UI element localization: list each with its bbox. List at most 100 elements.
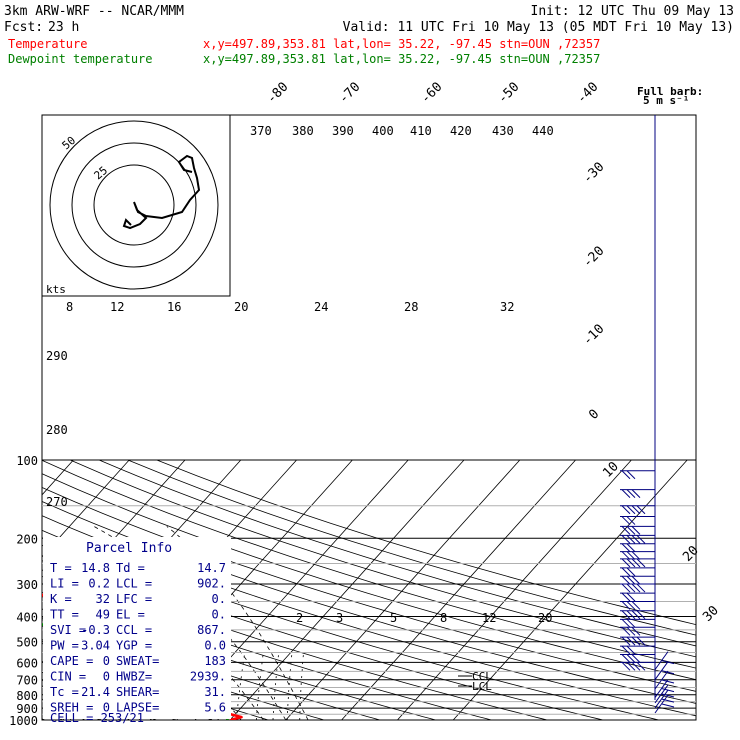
isotherm-line [285, 459, 521, 720]
wind-barb [620, 661, 655, 671]
wind-barb [620, 626, 655, 636]
parcel-info-cell: LFC = [116, 592, 152, 606]
parcel-info-cell: 32 [96, 592, 110, 606]
wind-barb [654, 694, 675, 714]
pressure-tick-label: 200 [16, 532, 38, 546]
wind-barb [620, 470, 655, 480]
parcel-info-cell: LAPSE= [116, 701, 159, 715]
mixing-ratio-label: 16 [167, 300, 181, 314]
mixing-ratio-label: 3 [336, 611, 343, 625]
parcel-info-cell: LCL = [116, 577, 152, 591]
theta-e-label: 430 [492, 124, 514, 138]
dewpoint-legend: Dewpoint temperature [8, 52, 153, 66]
theta-e-label: 390 [332, 124, 354, 138]
parcel-info-cell: 14.7 [197, 561, 226, 575]
wind-barb [620, 516, 655, 525]
parcel-info-cell: YGP = [116, 639, 152, 653]
parcel-info-cell: 49 [96, 608, 110, 622]
hodograph-trace [122, 154, 201, 230]
wind-barb [620, 489, 655, 498]
parcel-info-cell: 0.2 [88, 577, 110, 591]
pressure-tick-label: 600 [16, 656, 38, 670]
wind-barb [620, 551, 655, 560]
wind-barb [620, 654, 655, 663]
hodograph-units: kts [46, 283, 66, 296]
annotation-label: CCL [472, 670, 492, 683]
parcel-info-cell: 0 [103, 701, 110, 715]
parcel-info-box: Parcel Info T = 14.8 Td = 14.7 LI = 0.2 LCL = 9… [43, 537, 231, 725]
temperature-tick-label: -50 [495, 80, 522, 107]
parcel-info-cell: T = [50, 561, 72, 575]
parcel-info-cell: Tc = [50, 685, 79, 699]
parcel-info-cell: CCL = [116, 623, 152, 637]
parcel-info-cell: 5.6 [204, 701, 226, 715]
mixing-ratio-line [236, 652, 246, 720]
wind-barb [654, 679, 675, 698]
annotation-label: LCL [472, 680, 492, 693]
pressure-tick-label: 1000 [9, 714, 38, 728]
theta-e-label: 440 [532, 124, 554, 138]
temperature-tick-label: -20 [580, 244, 607, 271]
parcel-info-cell: 902. [197, 577, 226, 591]
wind-barbs [620, 115, 675, 714]
mixing-ratio-line [286, 652, 293, 720]
isotherm-line [452, 459, 688, 720]
wind-barb [654, 689, 675, 709]
wind-barb [654, 661, 675, 681]
temperature-tick-label: 10 [600, 459, 622, 481]
init-time: Init: 12 UTC Thu 09 May 13 [531, 4, 735, 19]
parcel-info-cell: -0.3 [81, 623, 110, 637]
valid-time: Valid: 11 UTC Fri 10 May 13 (05 MDT Fri … [343, 20, 734, 35]
parcel-info-cell: 183 [204, 654, 226, 668]
mixing-ratio-line [272, 652, 280, 720]
pressure-tick-label: 900 [16, 702, 38, 716]
parcel-info-cell: SWEAT= [116, 654, 159, 668]
wind-barb [620, 583, 655, 593]
wind-barb [620, 636, 655, 646]
parcel-info-cell: 3.04 [81, 639, 110, 653]
parcel-info-cell: TT = [50, 608, 79, 622]
hodograph: 50 25 kts [41, 114, 231, 297]
cell-motion: CELL = 253/21 [50, 711, 144, 725]
temperature-tick-label: 30 [700, 603, 722, 625]
hodograph-ring-outer [49, 120, 219, 290]
parcel-info-cell: 867. [197, 623, 226, 637]
parcel-info-cell: 21.4 [81, 685, 110, 699]
theta-e-label: 380 [292, 124, 314, 138]
theta-e-label: 410 [410, 124, 432, 138]
temperature-tick-label: 0 [586, 407, 602, 423]
mixing-ratio-line [299, 652, 304, 720]
mixing-ratio-label: 20 [234, 300, 248, 314]
wind-barb [620, 610, 655, 620]
barb-legend-units: 5 m s⁻¹ [643, 94, 689, 107]
mixing-ratio-label: 8 [440, 611, 447, 625]
parcel-info-cell: K = [50, 592, 72, 606]
mixing-ratio-label: 20 [538, 611, 552, 625]
parcel-info-cell: 31. [204, 685, 226, 699]
pressure-tick-label: 400 [16, 611, 38, 625]
isotherm-line [229, 459, 465, 720]
temperature-location: x,y=497.89,353.81 lat,lon= 35.22, -97.45… [203, 37, 600, 51]
parcel-info-cell: 0. [212, 592, 226, 606]
mixing-ratio-label: 12 [482, 611, 496, 625]
theta-e-label: 370 [250, 124, 272, 138]
wind-barb [620, 543, 655, 553]
theta-label: 270 [46, 495, 68, 509]
wind-barb [620, 558, 655, 568]
parcel-info-cell: SREH = [50, 701, 93, 715]
theta-e-label: 400 [372, 124, 394, 138]
dewpoint-location: x,y=497.89,353.81 lat,lon= 35.22, -97.45… [203, 52, 600, 66]
pressure-tick-label: 300 [16, 578, 38, 592]
hodograph-ring-50 [71, 142, 197, 268]
temperature-tick-label: -70 [336, 80, 363, 107]
temperature-tick-label: -40 [574, 80, 601, 107]
wind-barb [620, 618, 655, 628]
barb-legend-title: Full barb: [637, 85, 703, 98]
wind-barb [620, 567, 655, 577]
hodograph-ring-25 [93, 164, 175, 246]
isotherm-line [341, 459, 576, 720]
mixing-ratio-label: 28 [404, 300, 418, 314]
pressure-tick-label: 100 [16, 454, 38, 468]
